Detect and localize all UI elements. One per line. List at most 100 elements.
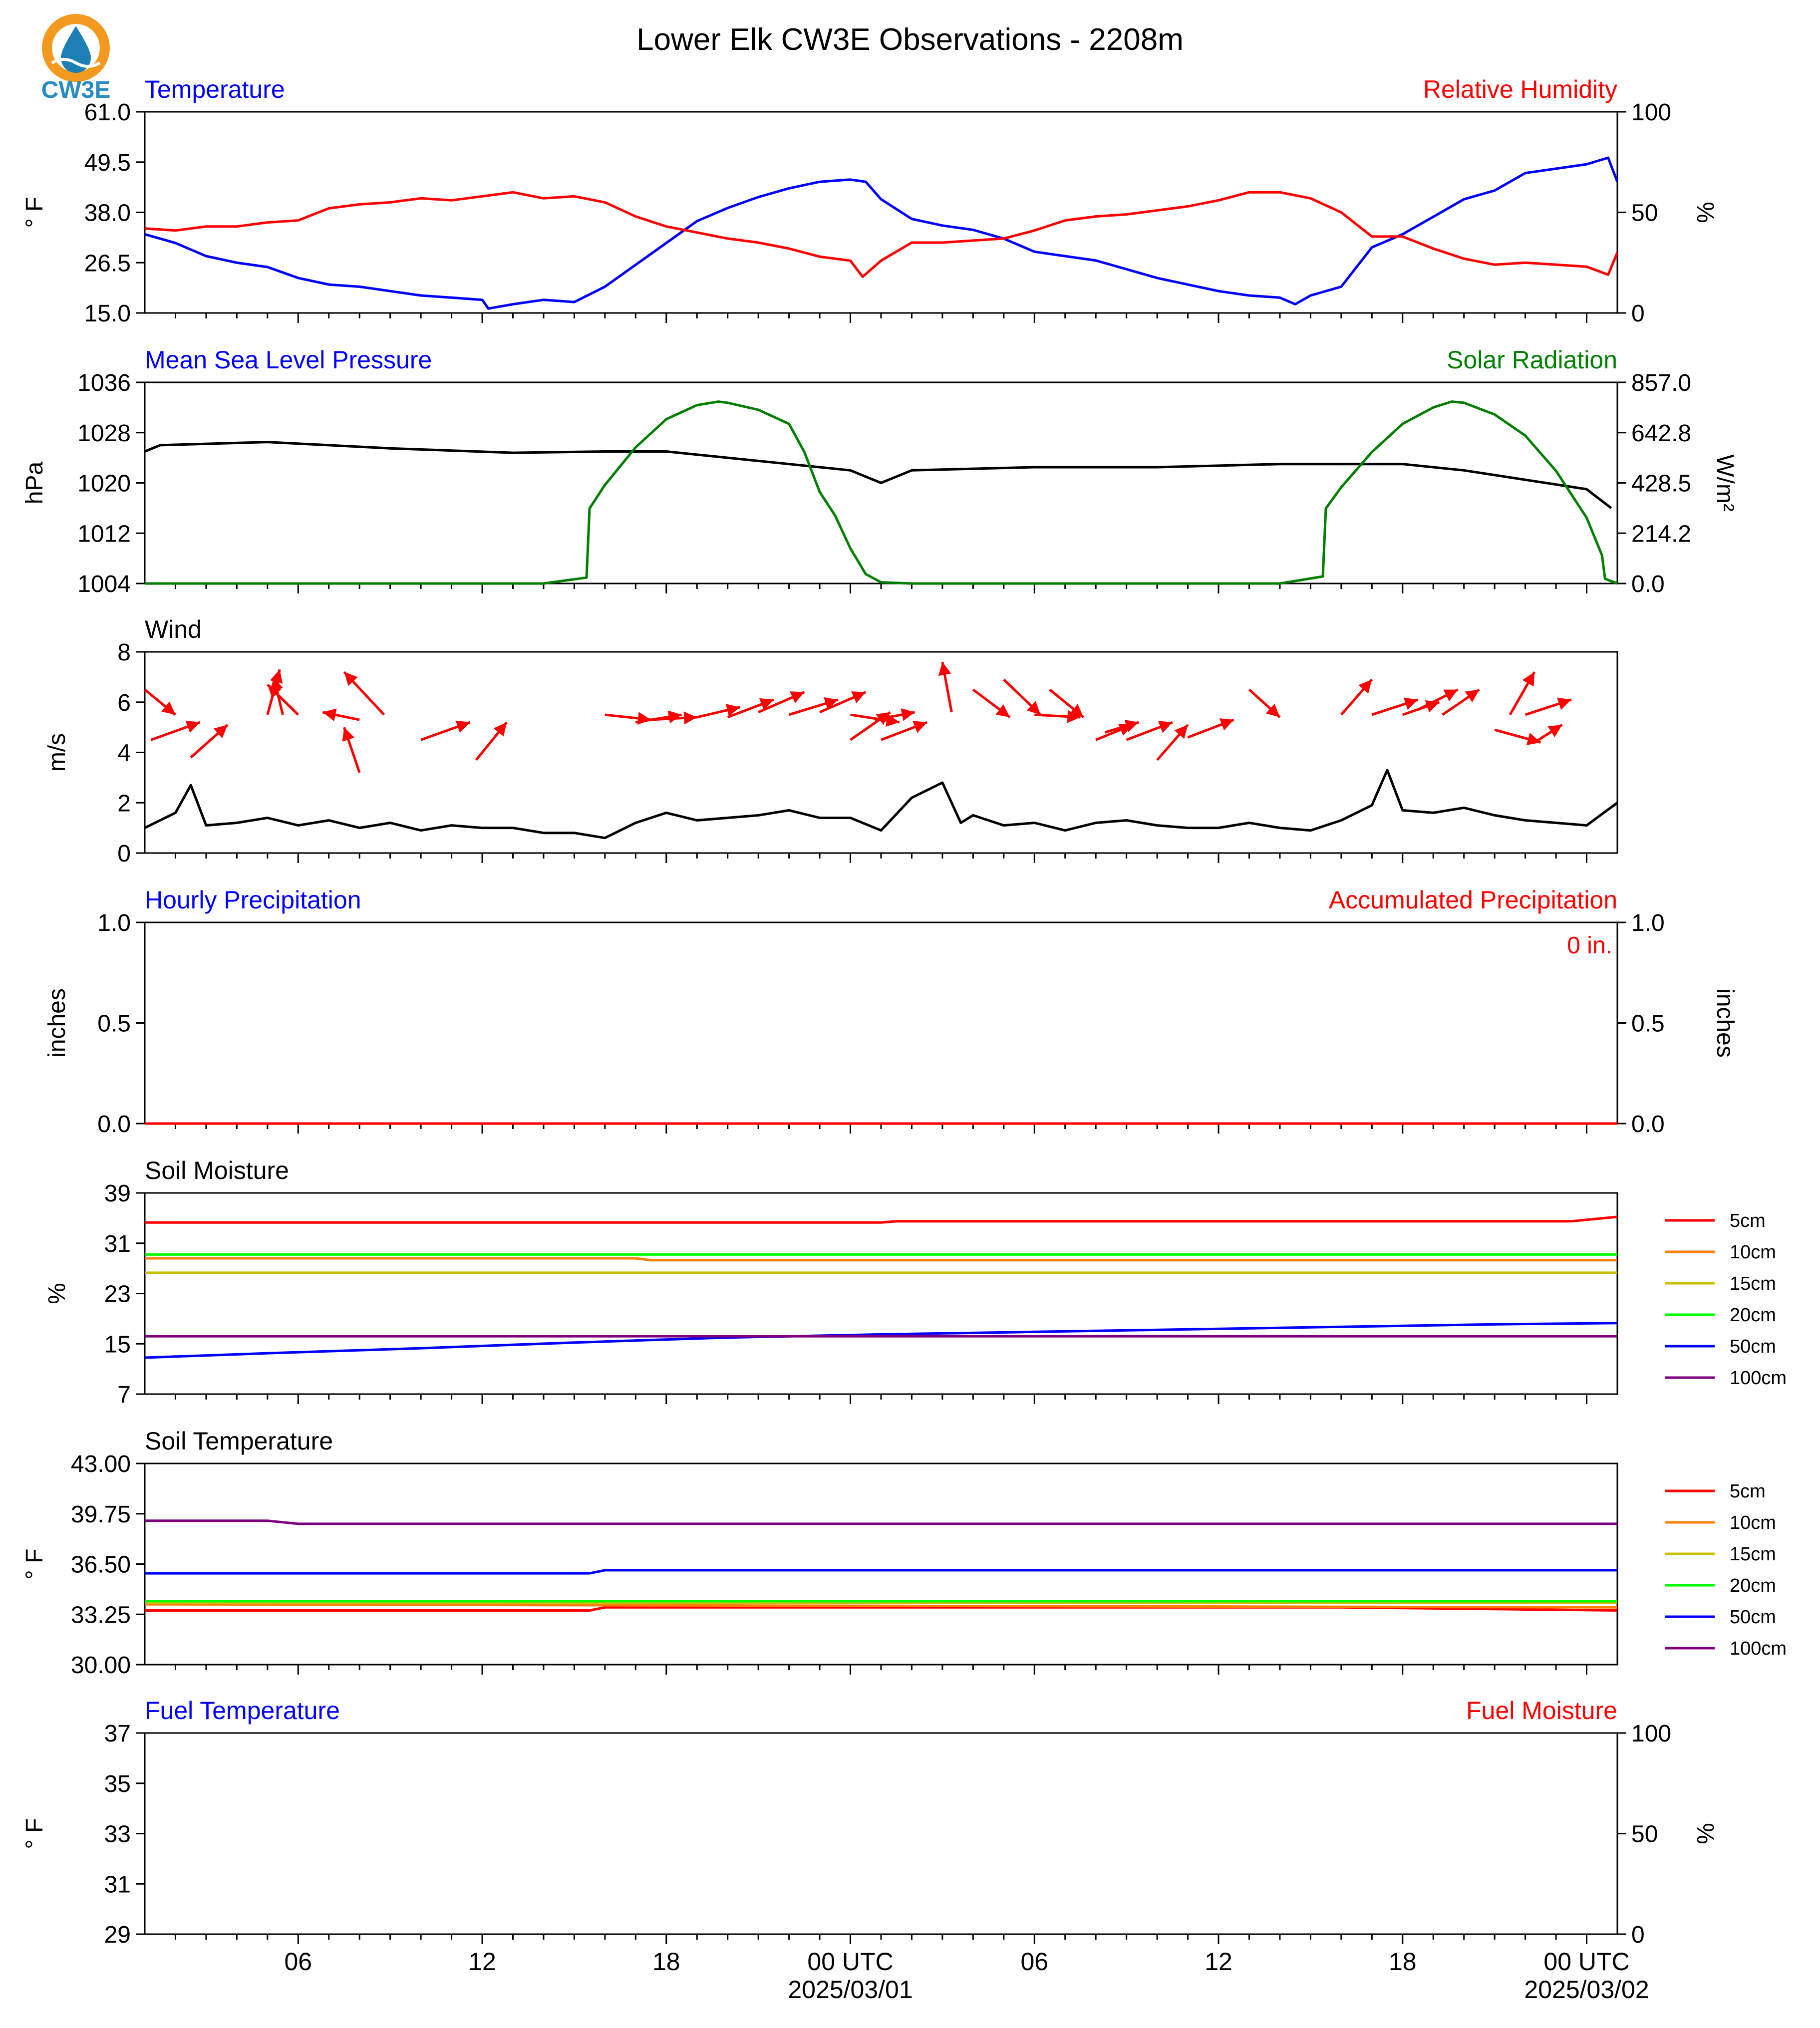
wind-arrow-head — [1069, 704, 1084, 717]
wind-arrow-head — [322, 708, 337, 721]
wind-arrow-head — [1174, 725, 1188, 739]
wind-arrow — [420, 720, 471, 741]
series-line-0 — [144, 441, 1612, 509]
wind-arrow — [267, 683, 300, 716]
ytick-label-left: 1004 — [77, 571, 131, 597]
ytick-label-right: 0 — [1631, 1922, 1645, 1948]
panel-title-left: Soil Temperature — [145, 1427, 333, 1455]
wind-arrow-head — [726, 704, 740, 717]
panel-precip: Hourly Precipitation Accumulated Precipit… — [44, 886, 1738, 1138]
ytick-label-left: 31 — [104, 1231, 131, 1257]
legend-label: 50cm — [1730, 1607, 1776, 1628]
wind-arrow-head — [683, 711, 697, 725]
series-line-0 — [144, 156, 1619, 310]
legend-label: 5cm — [1730, 1481, 1766, 1502]
wind-arrow — [343, 671, 385, 716]
ytick-label-left: 26.5 — [84, 250, 131, 277]
xtick-label: 12 — [468, 1948, 496, 1976]
ylabel-left: m/s — [44, 733, 70, 772]
wind-arrow — [1104, 720, 1139, 734]
wind-arrow-head — [1547, 725, 1562, 738]
wind-arrow — [1248, 688, 1281, 718]
wind-arrow — [1049, 688, 1085, 718]
ytick-label-left: 15.0 — [84, 300, 131, 327]
wind-arrow-head — [824, 697, 838, 710]
xtick-label: 18 — [1389, 1948, 1417, 1976]
wind-arrow — [144, 688, 177, 716]
legend-label: 5cm — [1730, 1210, 1766, 1231]
series-line-50cm — [145, 1569, 1617, 1575]
wind-arrow-head — [1158, 721, 1173, 733]
wind-arrow-head — [185, 720, 200, 733]
wind-arrow-head — [1557, 697, 1571, 710]
wind-arrow — [727, 698, 774, 719]
xtick-label: 06 — [1020, 1948, 1048, 1976]
legend-label: 50cm — [1730, 1336, 1776, 1357]
wind-arrow — [1187, 718, 1234, 739]
series-line-10cm — [144, 1603, 1618, 1609]
panel-fuel: Fuel Temperature Fuel Moisture 37 35 33 31 29 1… — [21, 1697, 1718, 1948]
panels: Temperature Relative Humidity61.049.538.0… — [21, 75, 1787, 2004]
legend: 5cm 10cm 15cm 20cm 50cm 100cm — [1665, 1481, 1787, 1659]
ytick-label-left: 36.50 — [71, 1552, 131, 1578]
legend-label: 20cm — [1730, 1575, 1776, 1596]
ylabel-left: ° F — [21, 1549, 48, 1580]
wind-arrow — [788, 697, 839, 716]
series-line-0 — [144, 769, 1618, 840]
legend-label: 15cm — [1730, 1544, 1776, 1565]
panel-title-left: Hourly Precipitation — [145, 886, 361, 914]
xtick-label: 00 UTC — [807, 1948, 893, 1976]
ytick-label-left: 33 — [104, 1821, 131, 1848]
ytick-label-left: 0.0 — [97, 1111, 131, 1138]
wind-arrow-head — [1522, 672, 1535, 687]
legend: 5cm 10cm 15cm 20cm 50cm 100cm — [1665, 1210, 1787, 1389]
legend-label: 15cm — [1730, 1273, 1776, 1294]
panel-title-left: Fuel Temperature — [145, 1697, 340, 1725]
ytick-label-left: 7 — [117, 1382, 131, 1408]
wind-arrow-head — [344, 672, 358, 686]
panel-wind: Wind 8 6 4 2 0 m/s — [44, 615, 1618, 867]
ytick-label-left: 1.0 — [97, 910, 131, 936]
wind-arrow — [819, 691, 867, 714]
wind-arrow — [972, 688, 1011, 718]
ytick-label-left: 1020 — [77, 471, 131, 497]
panel-title-right: Relative Humidity — [1423, 75, 1617, 103]
ytick-label-left: 1028 — [77, 420, 131, 447]
ytick-label-right: 0.0 — [1631, 1111, 1665, 1138]
ytick-label-right: 100 — [1631, 1721, 1671, 1747]
panel-title-left: Soil Moisture — [145, 1157, 289, 1184]
wind-arrow-head — [1443, 689, 1458, 701]
panel-soil-temp: Soil Temperature 43.00 39.75 36.50 33.25 30.0… — [21, 1427, 1787, 1679]
ytick-label-left: 23 — [104, 1281, 131, 1308]
ytick-label-right: 428.5 — [1631, 471, 1691, 497]
wind-arrow — [650, 711, 697, 725]
legend-label: 10cm — [1730, 1242, 1776, 1263]
ytick-label-left: 43.00 — [71, 1451, 131, 1477]
wind-arrow-head — [1124, 720, 1139, 732]
ytick-label-left: 31 — [104, 1871, 131, 1898]
wind-arrow-head — [901, 708, 915, 721]
xtick-date-label: 2025/03/02 — [1524, 1976, 1649, 2004]
panel-temp-rh: Temperature Relative Humidity 61.0 49.5 38.0… — [21, 75, 1718, 327]
panel-title-left: Wind — [145, 615, 202, 643]
wind-arrow — [1524, 697, 1572, 716]
wind-arrow — [875, 708, 915, 721]
wind-arrow — [475, 721, 508, 761]
ytick-label-left: 33.25 — [71, 1602, 131, 1628]
xtick-label: 00 UTC — [1543, 1948, 1629, 1976]
ylabel-left: % — [44, 1283, 70, 1304]
wind-arrow-head — [1358, 679, 1372, 694]
ytick-label-left: 35 — [104, 1771, 131, 1797]
ytick-label-left: 6 — [117, 690, 131, 716]
series-line-5cm — [145, 1215, 1618, 1224]
cw3e-logo: CW3E — [41, 14, 110, 103]
ytick-label-left: 1012 — [77, 521, 131, 547]
ytick-label-right: 0.5 — [1631, 1011, 1665, 1037]
wind-arrow — [190, 724, 229, 759]
wind-arrow — [1371, 697, 1419, 716]
wind-arrow — [1156, 724, 1189, 761]
ytick-label-left: 37 — [104, 1721, 131, 1747]
ytick-label-left: 30.00 — [71, 1652, 131, 1679]
ylabel-right: % — [1692, 202, 1718, 223]
